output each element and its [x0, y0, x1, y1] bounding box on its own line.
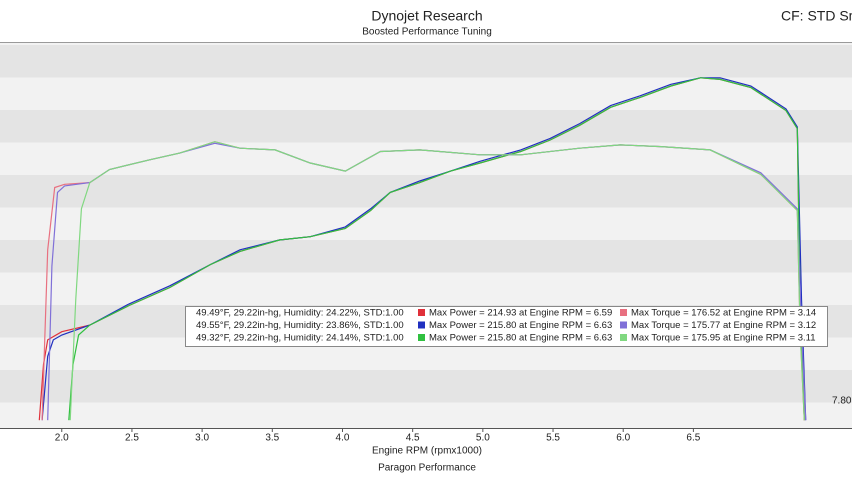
plot-band [0, 110, 852, 143]
legend-box [185, 306, 828, 347]
legend-torque: Max Torque = 175.77 at Engine RPM = 3.12 [631, 320, 816, 331]
legend-swatch [418, 309, 425, 316]
legend-power: Max Power = 215.80 at Engine RPM = 6.63 [429, 333, 612, 344]
legend-torque: Max Torque = 176.52 at Engine RPM = 3.14 [631, 308, 816, 319]
legend-swatch [418, 334, 425, 341]
chart-subtitle: Boosted Performance Tuning [362, 27, 492, 38]
x-tick-label: 4.5 [406, 433, 420, 444]
annotation: 7.80 [832, 396, 852, 407]
legend-swatch [620, 334, 627, 341]
footer: Paragon Performance [378, 463, 476, 474]
plot-band [0, 370, 852, 403]
corner-label: CF: STD Sm [781, 8, 852, 24]
x-tick-label: 6.0 [616, 433, 630, 444]
x-axis-label: Engine RPM (rpmx1000) [372, 446, 482, 457]
x-tick-label: 2.0 [55, 433, 69, 444]
legend-conditions: 49.49°F, 29.22in-hg, Humidity: 24.22%, S… [196, 308, 404, 319]
line-series [41, 77, 807, 421]
x-tick-label: 6.5 [686, 433, 700, 444]
legend-power: Max Power = 214.93 at Engine RPM = 6.59 [429, 308, 612, 319]
x-tick-label: 5.0 [476, 433, 490, 444]
x-tick-label: 4.0 [336, 433, 350, 444]
x-tick-label: 3.5 [265, 433, 279, 444]
plot-band [0, 240, 852, 273]
line-series [69, 141, 805, 421]
legend-conditions: 49.32°F, 29.22in-hg, Humidity: 24.14%, S… [196, 333, 404, 344]
line-series [68, 77, 805, 421]
legend-swatch [418, 321, 425, 329]
legend-torque: Max Torque = 175.95 at Engine RPM = 3.11 [631, 333, 816, 344]
x-tick-label: 5.5 [546, 433, 560, 444]
chart-title: Dynojet Research [371, 8, 482, 24]
plot-band [0, 45, 852, 78]
x-tick-label: 2.5 [125, 433, 139, 444]
plot-area [0, 43, 852, 429]
legend-swatch [620, 309, 627, 316]
x-tick-label: 3.0 [195, 433, 209, 444]
legend-conditions: 49.55°F, 29.22in-hg, Humidity: 23.86%, S… [196, 320, 404, 331]
legend-power: Max Power = 215.80 at Engine RPM = 6.63 [429, 320, 612, 331]
legend-swatch [620, 321, 627, 329]
